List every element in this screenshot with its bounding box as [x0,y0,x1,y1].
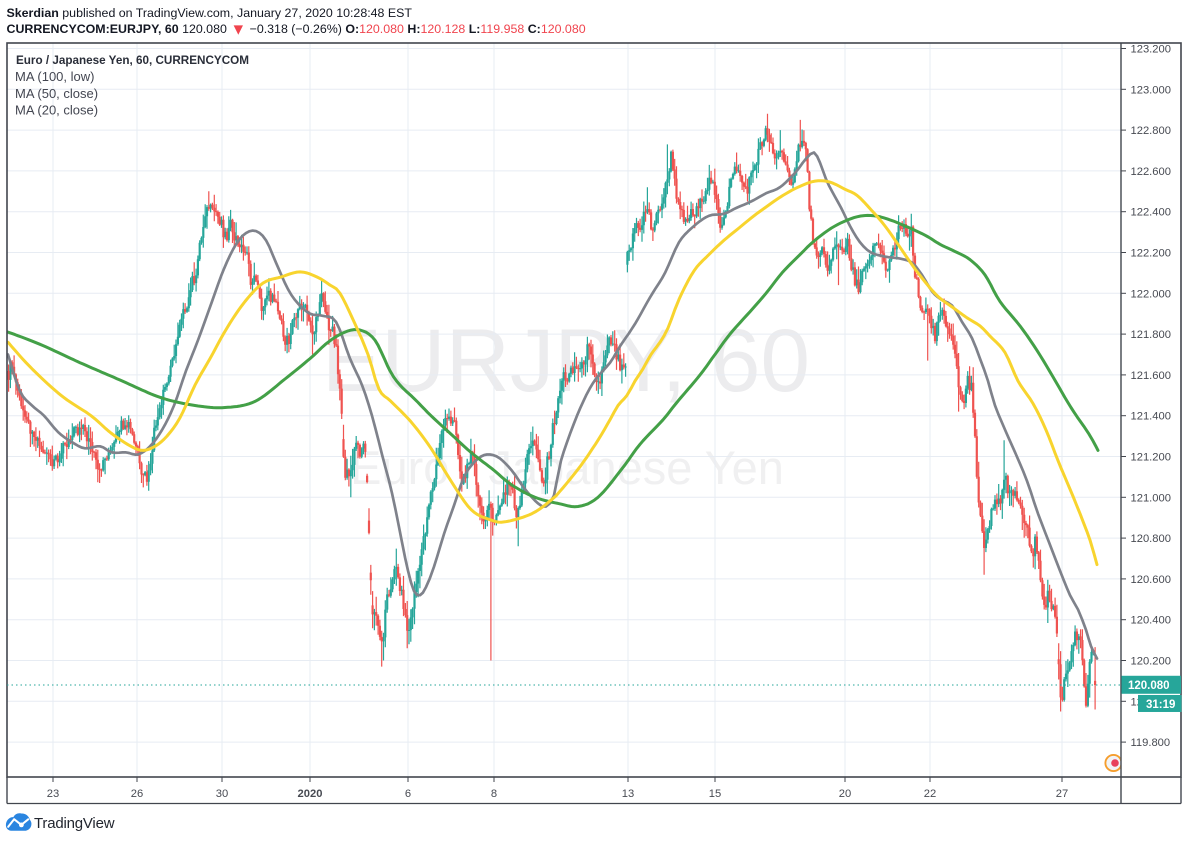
svg-text:120.800: 120.800 [1131,533,1171,545]
svg-text:13: 13 [622,788,634,800]
svg-text:122.200: 122.200 [1131,248,1171,260]
svg-text:120.400: 120.400 [1131,615,1171,627]
svg-text:122.000: 122.000 [1131,288,1171,300]
svg-text:120.600: 120.600 [1131,574,1171,586]
svg-text:MA (20, close): MA (20, close) [15,103,98,118]
svg-text:Euro / Japanese Yen, 60, CURRE: Euro / Japanese Yen, 60, CURRENCYCOM [16,54,249,67]
svg-text:26: 26 [131,788,143,800]
svg-text:123.200: 123.200 [1131,44,1171,56]
svg-text:119.800: 119.800 [1131,737,1171,749]
svg-text:121.800: 121.800 [1131,329,1171,341]
svg-text:6: 6 [405,788,411,800]
svg-text:23: 23 [47,788,59,800]
svg-text:120.200: 120.200 [1131,656,1171,668]
svg-text:15: 15 [709,788,721,800]
svg-text:30: 30 [216,788,228,800]
svg-text:123.000: 123.000 [1131,84,1171,96]
svg-text:121.400: 121.400 [1131,411,1171,423]
svg-text:MA (100, low): MA (100, low) [15,69,94,84]
svg-text:Euro / Japanese Yen: Euro / Japanese Yen [350,441,784,494]
svg-text:121.000: 121.000 [1131,492,1171,504]
svg-text:122.400: 122.400 [1131,207,1171,219]
svg-text:22: 22 [924,788,936,800]
svg-text:20: 20 [839,788,851,800]
svg-text:8: 8 [491,788,497,800]
svg-text:27: 27 [1056,788,1068,800]
svg-text:121.600: 121.600 [1131,370,1171,382]
svg-text:31:19: 31:19 [1146,699,1175,711]
svg-text:121.200: 121.200 [1131,452,1171,464]
svg-text:122.800: 122.800 [1131,125,1171,137]
svg-text:2020: 2020 [298,788,323,800]
svg-text:120.080: 120.080 [1128,680,1170,692]
svg-text:EURJPY, 60: EURJPY, 60 [322,310,810,410]
svg-text:MA (50, close): MA (50, close) [15,86,98,101]
svg-text:122.600: 122.600 [1131,166,1171,178]
svg-text:TradingView: TradingView [34,815,115,832]
